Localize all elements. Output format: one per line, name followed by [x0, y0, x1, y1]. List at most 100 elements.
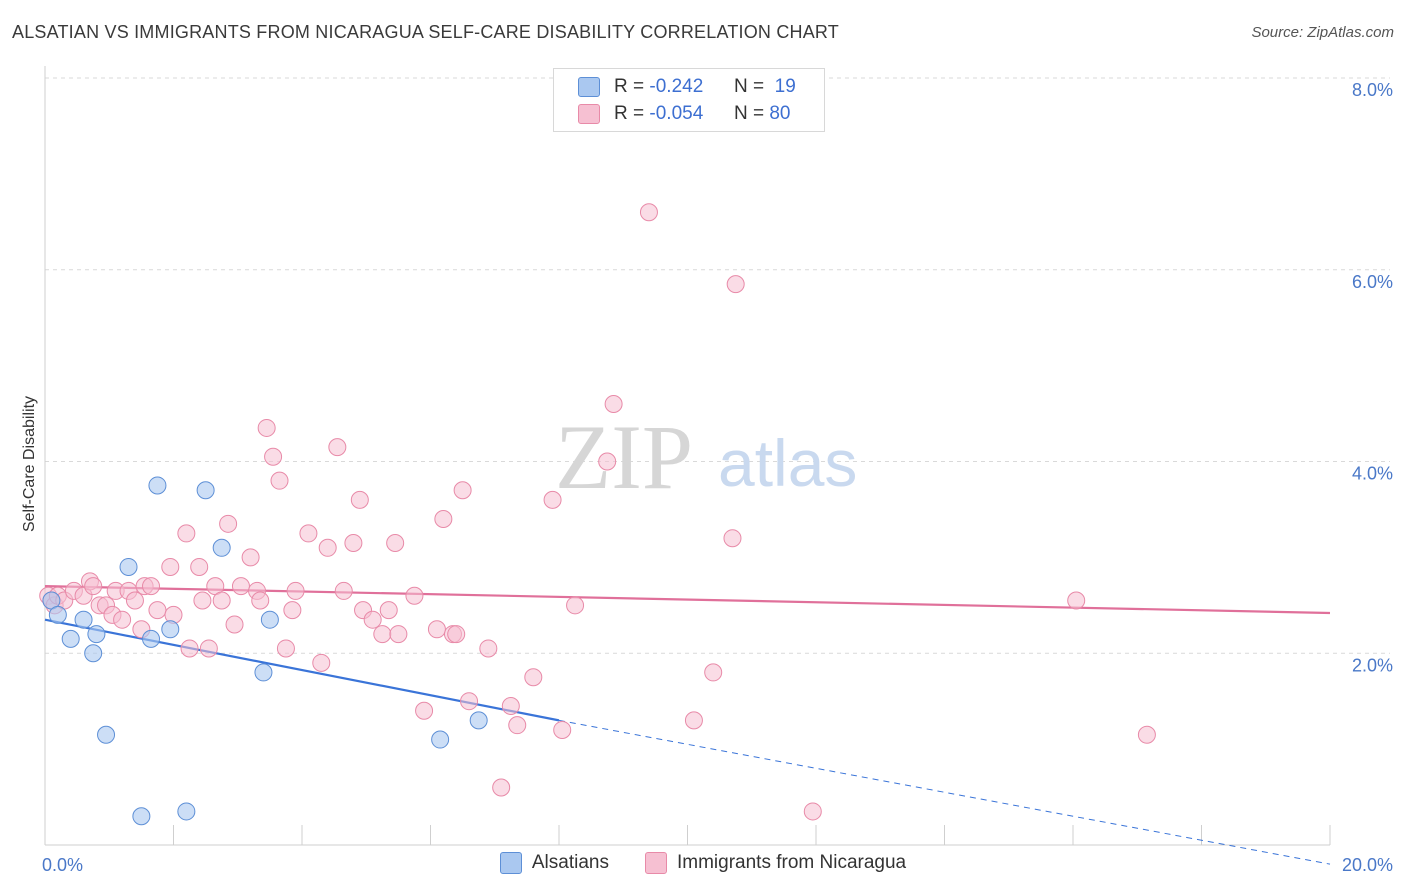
data-point-nicaragua	[726, 275, 745, 294]
data-point-nicaragua	[639, 203, 658, 222]
trend-line-alsatians-extension	[558, 719, 1331, 865]
data-point-alsatians	[177, 802, 196, 821]
legend-item-nicaragua: Immigrants from Nicaragua	[644, 852, 907, 874]
data-point-nicaragua	[286, 581, 305, 600]
data-point-nicaragua	[363, 610, 382, 629]
data-point-nicaragua	[344, 533, 363, 552]
data-point-nicaragua	[684, 711, 703, 730]
data-point-alsatians	[48, 605, 67, 624]
data-point-alsatians	[61, 629, 80, 648]
source-label: Source: ZipAtlas.com	[1251, 24, 1394, 41]
data-point-alsatians	[74, 610, 93, 629]
x-tick-label: 0.0%	[42, 855, 83, 875]
data-point-nicaragua	[379, 601, 398, 620]
trend-line-alsatians	[44, 618, 560, 722]
data-point-nicaragua	[125, 591, 144, 610]
data-point-nicaragua	[241, 548, 260, 567]
data-point-nicaragua	[180, 639, 199, 658]
data-point-nicaragua	[492, 778, 511, 797]
data-point-nicaragua	[270, 471, 289, 490]
data-point-nicaragua	[177, 524, 196, 543]
data-point-nicaragua	[447, 625, 466, 644]
data-point-nicaragua	[193, 591, 212, 610]
data-point-nicaragua	[1137, 725, 1156, 744]
watermark-zip: ZIP	[555, 406, 693, 508]
series-legend: Alsatians Immigrants from Nicaragua	[0, 852, 1406, 874]
data-point-nicaragua	[84, 577, 103, 596]
data-point-nicaragua	[553, 720, 572, 739]
data-point-nicaragua	[190, 557, 209, 576]
data-point-nicaragua	[373, 625, 392, 644]
legend-n-value: 19	[774, 76, 796, 97]
legend-r-label: R =	[614, 103, 645, 124]
data-point-nicaragua	[350, 490, 369, 509]
data-point-nicaragua	[219, 514, 238, 533]
chart-title: ALSATIAN VS IMMIGRANTS FROM NICARAGUA SE…	[12, 22, 840, 42]
data-point-alsatians	[212, 538, 231, 557]
legend-r-label: R =	[614, 76, 645, 97]
data-point-nicaragua	[405, 586, 424, 605]
legend-swatch-blue	[499, 852, 522, 874]
data-point-nicaragua	[212, 591, 231, 610]
data-point-nicaragua	[264, 447, 283, 466]
legend-swatch-pink	[578, 104, 600, 124]
legend-swatch-pink	[644, 852, 667, 874]
legend-item-alsatians: Alsatians	[499, 852, 609, 874]
data-point-nicaragua	[113, 610, 132, 629]
tick-layer: 2.0% 4.0% 6.0% 8.0% 0.0% 20.0%	[42, 80, 1393, 875]
y-tick-label: 2.0%	[1352, 655, 1393, 675]
data-point-alsatians	[431, 730, 450, 749]
legend-n-label: N =	[733, 76, 765, 97]
data-point-nicaragua	[389, 625, 408, 644]
legend-row-alsatians: R = -0.242 N = 19	[578, 75, 796, 99]
point-layer	[39, 203, 1156, 826]
legend-r-value: -0.242	[649, 76, 704, 97]
y-tick-label: 6.0%	[1352, 272, 1393, 292]
legend-n-label: N =	[733, 103, 765, 124]
data-point-nicaragua	[328, 438, 347, 457]
data-point-nicaragua	[142, 577, 161, 596]
data-point-nicaragua	[334, 581, 353, 600]
legend-row-nicaragua: R = -0.054 N = 80	[578, 102, 790, 126]
data-point-nicaragua	[1067, 591, 1086, 610]
data-point-nicaragua	[225, 615, 244, 634]
data-point-nicaragua	[453, 481, 472, 500]
data-point-nicaragua	[318, 538, 337, 557]
stats-legend: R = -0.242 N = 19 R = -0.054 N = 80	[553, 68, 825, 132]
data-point-alsatians	[148, 476, 167, 495]
x-tick-label: 20.0%	[1342, 855, 1393, 875]
data-point-nicaragua	[460, 692, 479, 711]
data-point-nicaragua	[524, 668, 543, 687]
data-point-nicaragua	[312, 653, 331, 672]
data-point-alsatians	[469, 711, 488, 730]
data-point-nicaragua	[566, 596, 585, 615]
data-point-alsatians	[97, 725, 116, 744]
data-point-alsatians	[260, 610, 279, 629]
data-point-nicaragua	[386, 533, 405, 552]
data-point-nicaragua	[251, 591, 270, 610]
legend-n-value: 80	[769, 103, 791, 124]
data-point-alsatians	[87, 625, 106, 644]
legend-r-value: -0.054	[649, 103, 704, 124]
legend-label-nicaragua: Immigrants from Nicaragua	[676, 852, 907, 873]
data-point-nicaragua	[148, 601, 167, 620]
data-point-nicaragua	[508, 716, 527, 735]
data-point-nicaragua	[501, 696, 520, 715]
data-point-nicaragua	[434, 510, 453, 529]
legend-swatch-blue	[578, 77, 600, 97]
data-point-nicaragua	[803, 802, 822, 821]
data-point-alsatians	[142, 629, 161, 648]
y-tick-label: 4.0%	[1352, 464, 1393, 484]
watermark: ZIP atlas	[555, 406, 857, 508]
data-point-nicaragua	[598, 452, 617, 471]
legend-label-alsatians: Alsatians	[531, 852, 609, 873]
data-point-nicaragua	[199, 639, 218, 658]
data-point-nicaragua	[161, 557, 180, 576]
data-point-nicaragua	[427, 620, 446, 639]
data-point-nicaragua	[704, 663, 723, 682]
data-point-nicaragua	[723, 529, 742, 548]
data-point-nicaragua	[257, 418, 276, 437]
data-point-nicaragua	[415, 701, 434, 720]
data-point-nicaragua	[604, 394, 623, 413]
